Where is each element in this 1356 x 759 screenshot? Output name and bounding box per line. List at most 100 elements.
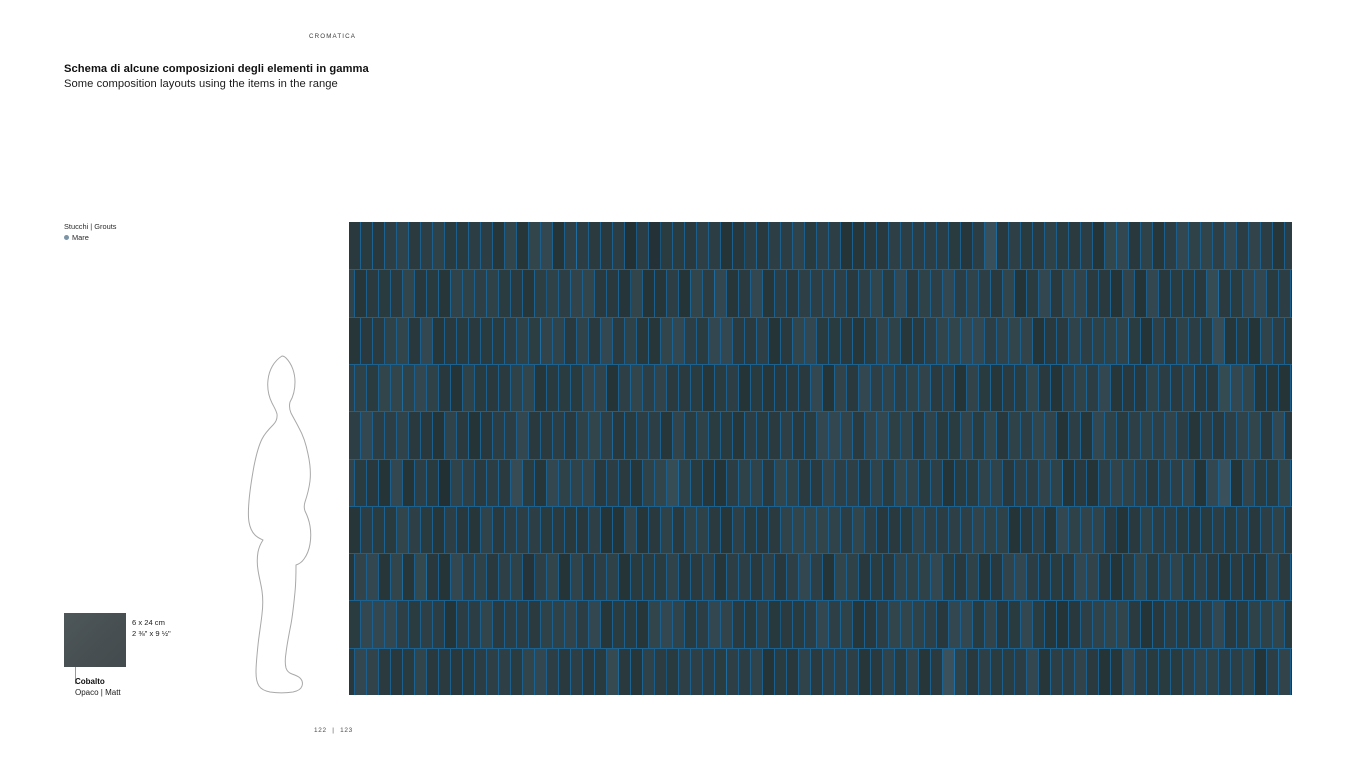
tile <box>949 506 961 553</box>
tile <box>865 506 877 553</box>
tile <box>361 600 373 648</box>
tile <box>559 648 571 695</box>
tile <box>697 411 709 459</box>
grout-line-horizontal <box>349 411 1292 412</box>
tile <box>1177 506 1189 553</box>
tile <box>427 364 439 411</box>
tile <box>1069 411 1081 459</box>
tile <box>943 553 955 600</box>
tile <box>463 553 475 600</box>
tile-row <box>349 459 1292 506</box>
tile <box>547 364 559 411</box>
tile <box>1141 600 1153 648</box>
tile <box>829 600 841 648</box>
tile <box>1099 459 1111 506</box>
tile <box>373 506 385 553</box>
tile <box>1003 553 1015 600</box>
tile <box>1285 411 1292 459</box>
tile <box>1021 317 1033 364</box>
tile <box>601 506 613 553</box>
tile <box>511 459 523 506</box>
tile <box>535 364 547 411</box>
tile <box>763 648 775 695</box>
grout-line-horizontal <box>349 648 1292 649</box>
tile <box>397 506 409 553</box>
tile <box>415 269 427 317</box>
tile <box>1279 648 1291 695</box>
tile <box>613 317 625 364</box>
tile <box>559 269 571 317</box>
tile <box>985 600 997 648</box>
tile <box>571 269 583 317</box>
tile <box>1183 553 1195 600</box>
tile <box>979 364 991 411</box>
tile <box>703 364 715 411</box>
tile <box>403 648 415 695</box>
tile <box>1159 648 1171 695</box>
tile <box>961 317 973 364</box>
tile <box>1093 317 1105 364</box>
tile <box>841 317 853 364</box>
tile <box>1051 364 1063 411</box>
tile <box>667 364 679 411</box>
tile <box>847 269 859 317</box>
tile <box>1225 506 1237 553</box>
tile <box>1117 317 1129 364</box>
tile <box>1249 600 1261 648</box>
tile <box>985 506 997 553</box>
tile <box>523 648 535 695</box>
swatch-leader-line <box>75 667 76 684</box>
tile <box>481 506 493 553</box>
tile <box>901 506 913 553</box>
tile <box>925 411 937 459</box>
tile <box>847 364 859 411</box>
tile <box>1105 506 1117 553</box>
tile <box>1183 648 1195 695</box>
tile <box>1195 648 1207 695</box>
tile <box>997 317 1009 364</box>
tile <box>685 317 697 364</box>
tile <box>1153 506 1165 553</box>
tile <box>775 648 787 695</box>
tile <box>1021 600 1033 648</box>
tile <box>841 222 853 269</box>
tile <box>511 648 523 695</box>
tile <box>1177 222 1189 269</box>
tile <box>571 364 583 411</box>
tile <box>763 364 775 411</box>
tile <box>523 459 535 506</box>
tile <box>913 600 925 648</box>
tile <box>1249 411 1261 459</box>
tile <box>775 553 787 600</box>
tile <box>1159 459 1171 506</box>
grout-legend-title: Stucchi | Grouts <box>64 222 117 231</box>
tile <box>751 553 763 600</box>
tile <box>349 506 361 553</box>
tile-row <box>349 553 1292 600</box>
tile <box>859 553 871 600</box>
tile <box>1087 269 1099 317</box>
tile <box>1255 648 1267 695</box>
tile <box>427 459 439 506</box>
tile <box>673 411 685 459</box>
tile <box>1189 600 1201 648</box>
tile <box>1123 269 1135 317</box>
tile <box>679 553 691 600</box>
tile <box>1285 222 1292 269</box>
tile <box>1189 411 1201 459</box>
tile <box>907 553 919 600</box>
tile <box>889 506 901 553</box>
tile <box>439 269 451 317</box>
tile <box>517 600 529 648</box>
tile <box>1129 506 1141 553</box>
tile <box>751 459 763 506</box>
tile <box>799 553 811 600</box>
tile <box>673 222 685 269</box>
tile <box>697 600 709 648</box>
tile <box>655 364 667 411</box>
tile <box>655 459 667 506</box>
tile <box>559 459 571 506</box>
tile <box>1147 364 1159 411</box>
tile <box>397 600 409 648</box>
tile <box>883 459 895 506</box>
